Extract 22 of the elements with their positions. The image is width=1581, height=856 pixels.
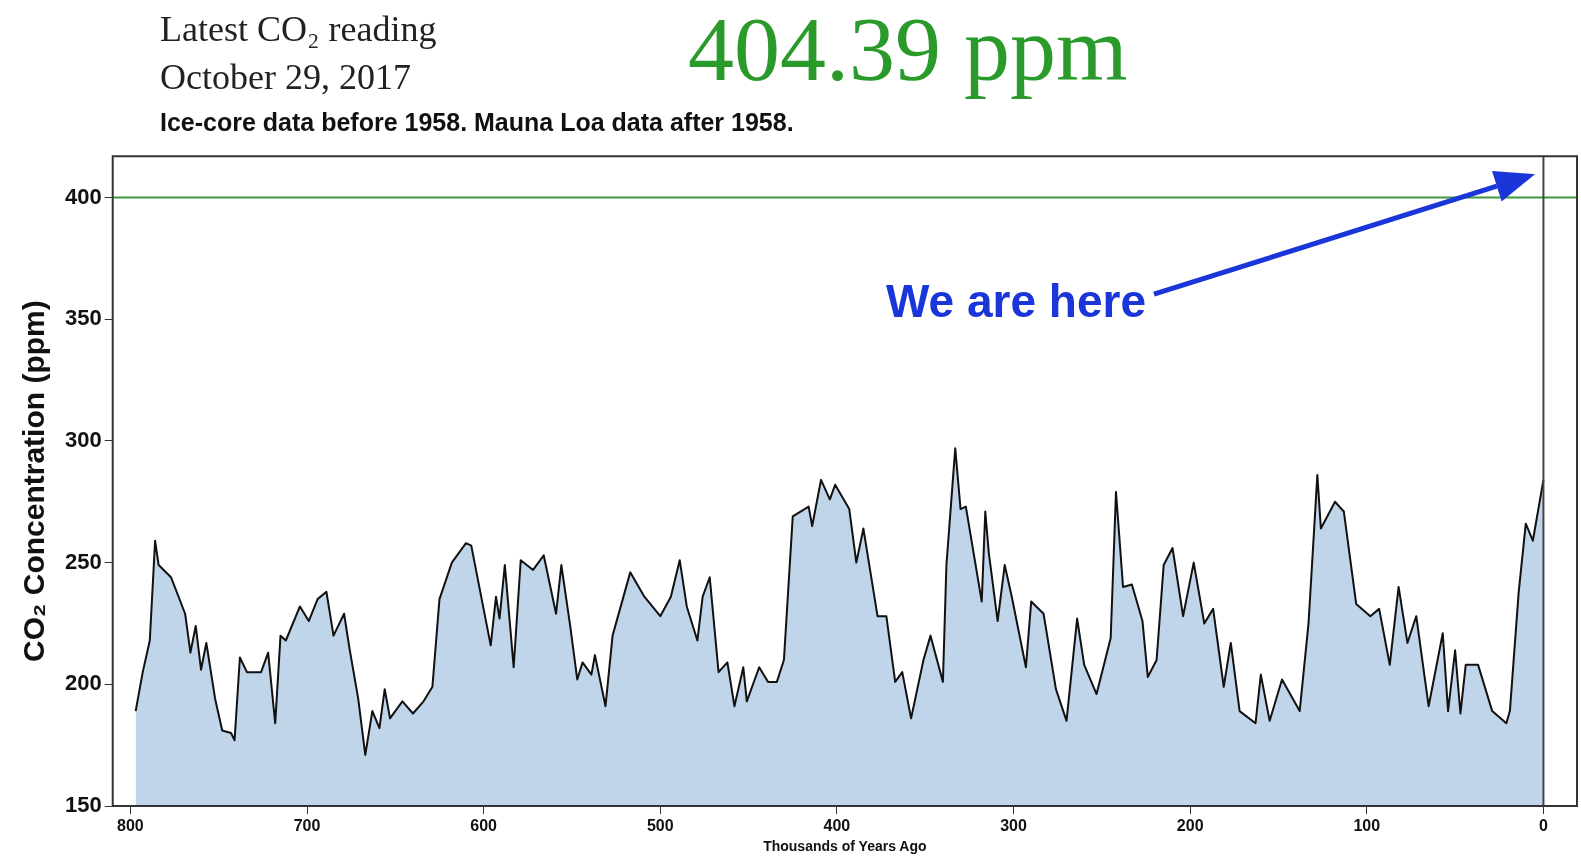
y-tick-label: 200 — [64, 670, 102, 696]
chart-title: Latest CO₂ reading — [160, 8, 437, 50]
x-tick-label: 700 — [293, 817, 321, 835]
x-tick-label: 200 — [1176, 817, 1204, 835]
x-axis-title: Thousands of Years Ago — [763, 838, 927, 855]
x-tick-label: 800 — [117, 817, 144, 835]
y-tick-label: 150 — [64, 792, 102, 818]
text: 404.39 ppm — [688, 0, 1128, 102]
x-tick-label: 600 — [470, 817, 498, 835]
y-tick-label: 300 — [64, 427, 102, 453]
x-tick-label: 300 — [1000, 817, 1027, 835]
x-tick-label: 500 — [646, 817, 674, 835]
y-tick-label: 250 — [64, 548, 102, 574]
chart-subtitle: Ice-core data before 1958. Mauna Loa data after 1958. — [160, 108, 794, 137]
x-tick-label: 400 — [823, 817, 851, 835]
x-tick-label: 0 — [1538, 817, 1548, 835]
text: October 29, 2017 — [160, 56, 411, 98]
y-tick-label: 350 — [64, 305, 102, 331]
y-tick-label: 400 — [64, 183, 102, 209]
x-tick-label: 100 — [1353, 817, 1381, 835]
y-axis-title: CO₂ Concentration (ppm) — [17, 300, 51, 662]
annotation: We are here — [886, 274, 1146, 327]
